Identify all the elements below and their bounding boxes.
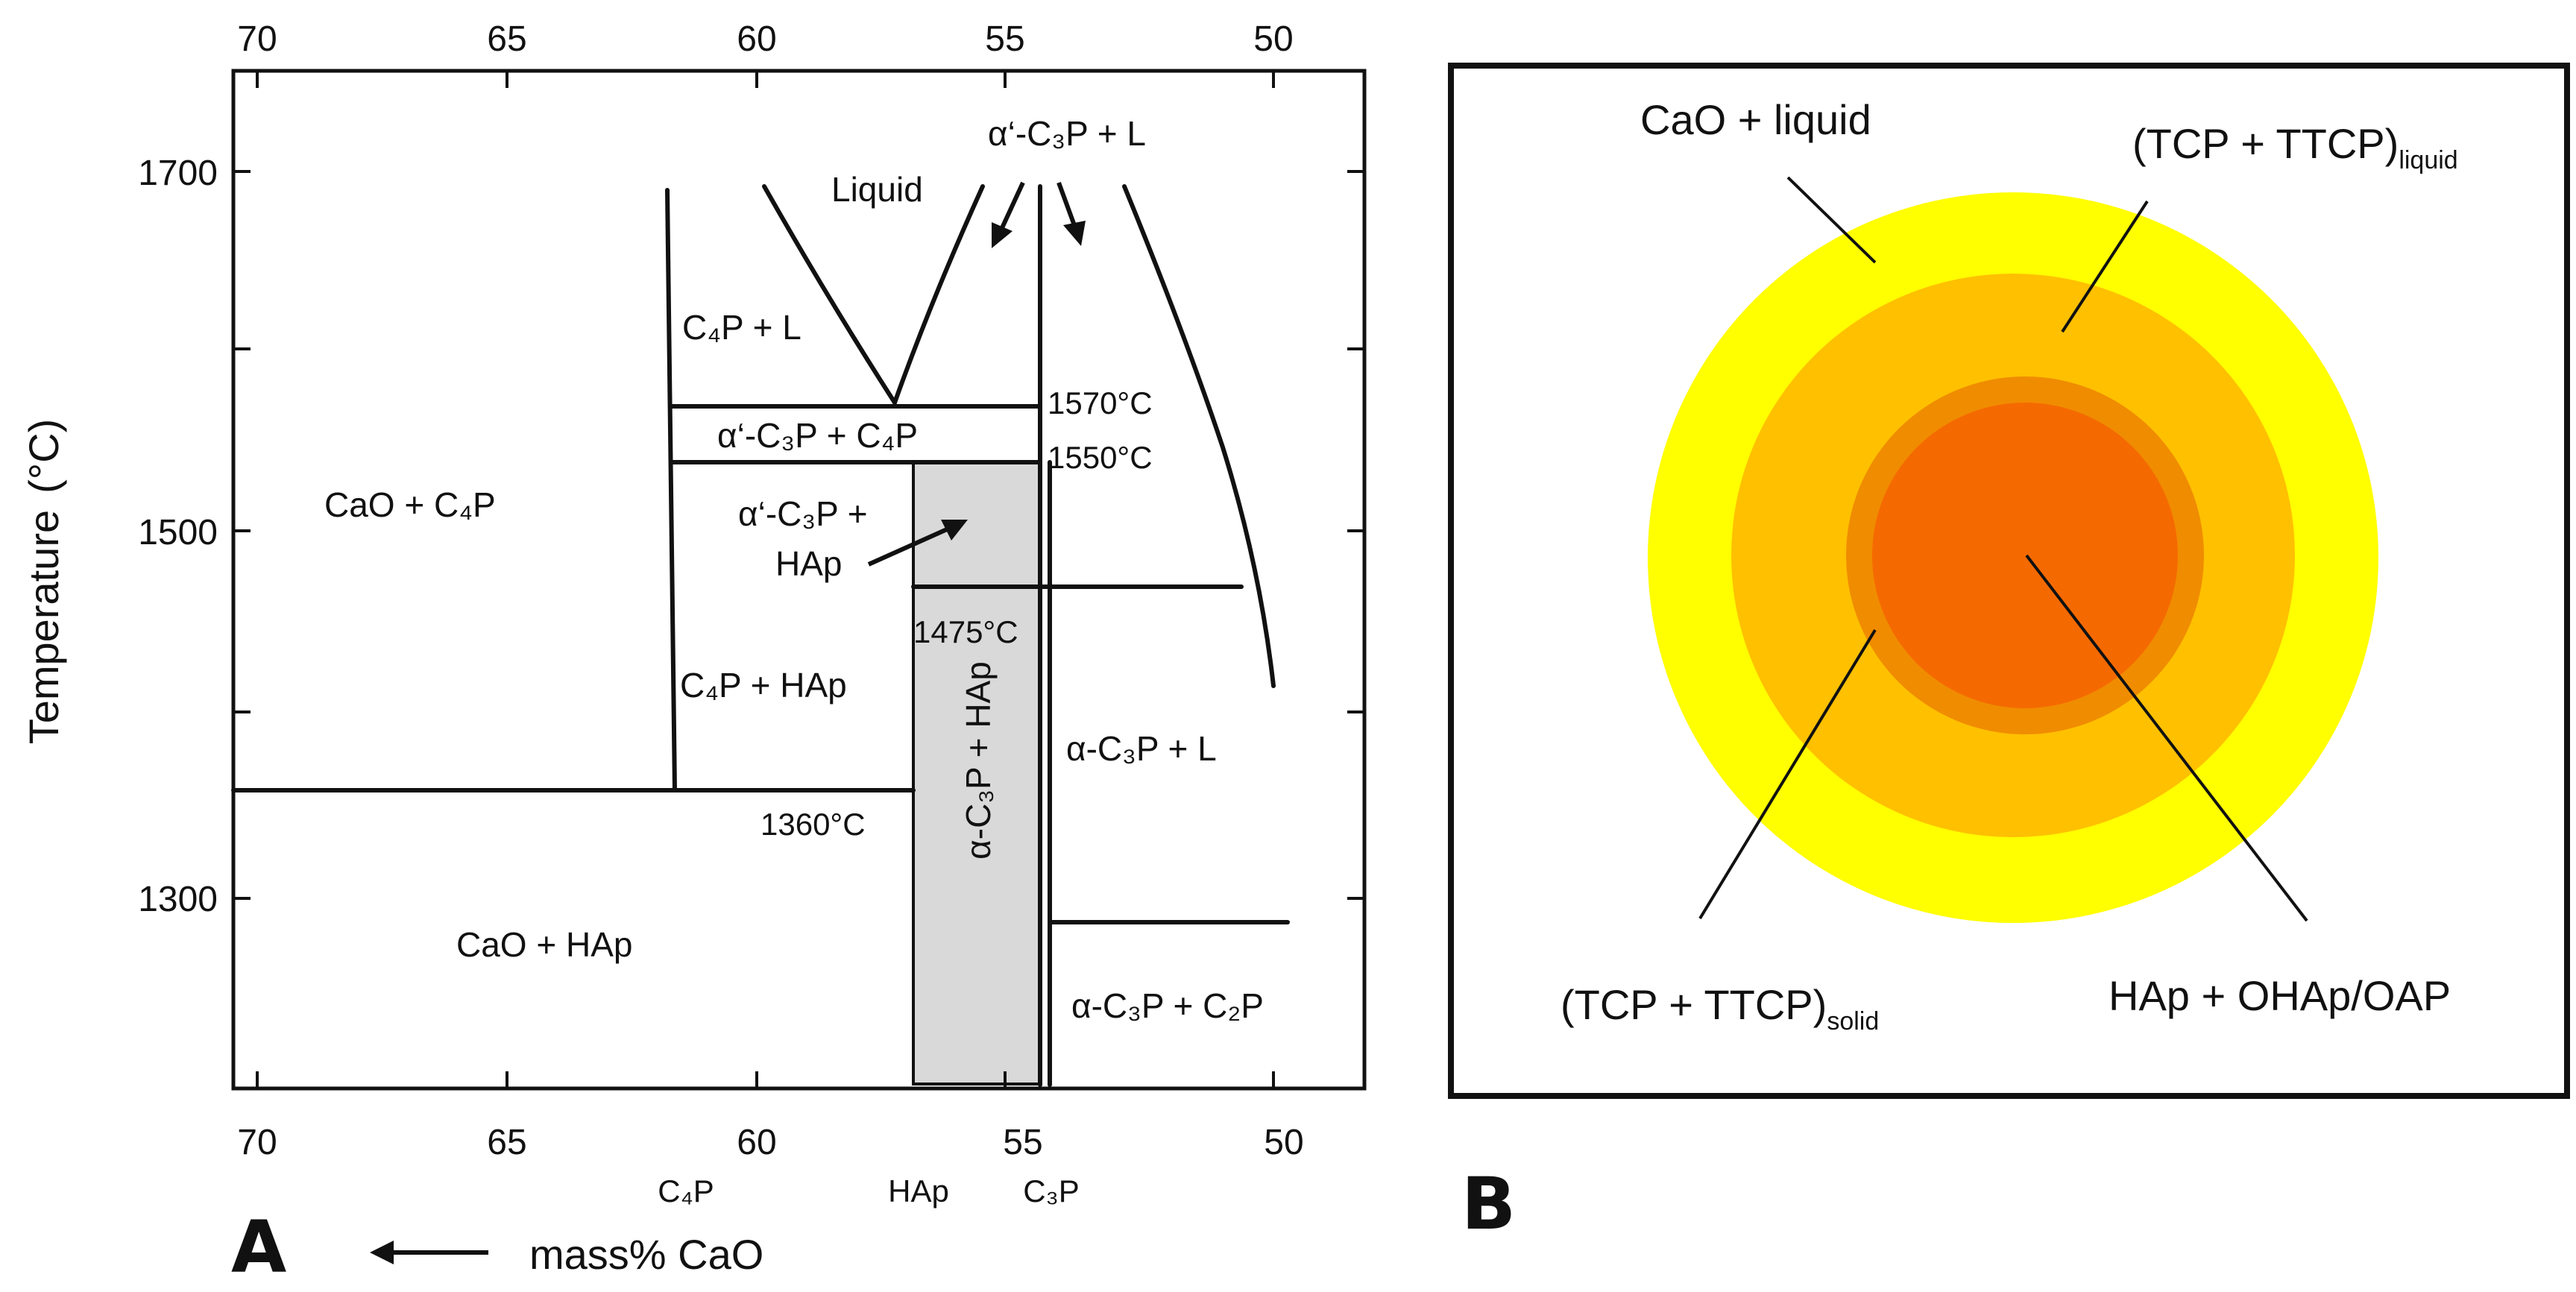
bottom-tick-60: 60 [737,1123,776,1162]
region-alpha-prime-c3p-l: α‘-C₃P + L [988,114,1146,153]
region-c4p-l: C₄P + L [682,308,802,347]
region-c4p-hap: C₄P + HAp [680,666,847,705]
top-tick-55: 55 [985,19,1024,59]
y-axis-label: Temperature(°C) [20,419,67,745]
arrow-2 [1056,181,1077,229]
region-alpha-prime-c3p-hap-line2: HAp [775,544,842,583]
core-hap-ohap [1872,403,2178,708]
region-alpha-prime-c3p-c4p: α‘-C₃P + C₄P [717,416,918,455]
isotherm-label-1360: 1360°C [760,807,866,842]
panel-label-a: A [231,1206,286,1288]
compound-c3p: C₃P [1023,1173,1079,1209]
isotherm-label-1570: 1570°C [1048,385,1153,420]
leader-tcp-ttcp-liquid [2061,200,2149,333]
leader-hap-ohap [2025,554,2308,922]
leader-tcp-ttcp-solid [1698,628,1877,920]
liquidus-left [762,184,897,405]
left-ticks [233,170,251,900]
bottom-tick-55: 55 [1003,1123,1042,1162]
panel-label-b: B [1461,1162,1516,1246]
isotherm-label-1550: 1550°C [1048,440,1153,475]
y-tick-1300: 1300 [138,880,218,919]
label-hap-ohap: HAp + OHAp/OAP [2109,972,2451,1019]
region-alpha-c3p-hap: α-C₃P + HAp [959,661,998,860]
leader-lines [1698,176,2308,922]
label-cao-liquid: CaO + liquid [1640,96,1871,143]
arrow-hap [867,527,948,567]
isotherm-label-1475: 1475°C [913,614,1018,649]
label-tcp-ttcp-liquid: (TCP + TTCP)liquid [2132,120,2458,174]
x-axis-label: mass% CaO [529,1231,763,1278]
top-tick-60: 60 [737,19,776,59]
region-liquid: Liquid [831,170,923,209]
phase-boundaries [231,184,1290,1087]
arrows [370,181,1086,1264]
region-alpha-c3p-c2p: α-C₃P + C₂P [1071,986,1264,1025]
region-alpha-c3p-l: α-C₃P + L [1066,729,1217,768]
top-tick-70: 70 [237,19,277,59]
top-tick-65: 65 [487,19,526,59]
region-cao-c4p: CaO + C₄P [324,485,496,524]
region-alpha-prime-c3p-hap-line1: α‘-C₃P + [738,494,868,533]
bottom-ticks [256,1071,1275,1088]
c4p-boundary [665,188,677,792]
bottom-tick-70: 70 [237,1123,277,1162]
top-ticks [256,71,1275,88]
right-ticks [1347,170,1364,900]
plot-frame [231,69,1367,1091]
panel-a-phase-diagram: 70 65 60 55 50 70 65 60 55 50 1700 1500 … [20,19,1367,1289]
liquidus-far-right [1122,184,1276,688]
bottom-tick-65: 65 [487,1123,526,1162]
compound-hap: HAp [888,1173,949,1209]
top-tick-50: 50 [1253,19,1293,59]
liquidus-right [892,184,985,405]
bottom-tick-50: 50 [1264,1123,1303,1162]
panel-b-schematic: CaO + liquid (TCP + TTCP)liquid (TCP + T… [1448,63,2570,1099]
region-cao-hap: CaO + HAp [456,925,633,964]
y-tick-1700: 1700 [138,154,218,193]
y-tick-1500: 1500 [138,513,218,552]
leader-cao-liquid [1786,176,1877,264]
label-tcp-ttcp-solid: (TCP + TTCP)solid [1561,981,1879,1036]
arrow-1 [998,181,1025,233]
compound-c4p: C₄P [658,1173,714,1209]
